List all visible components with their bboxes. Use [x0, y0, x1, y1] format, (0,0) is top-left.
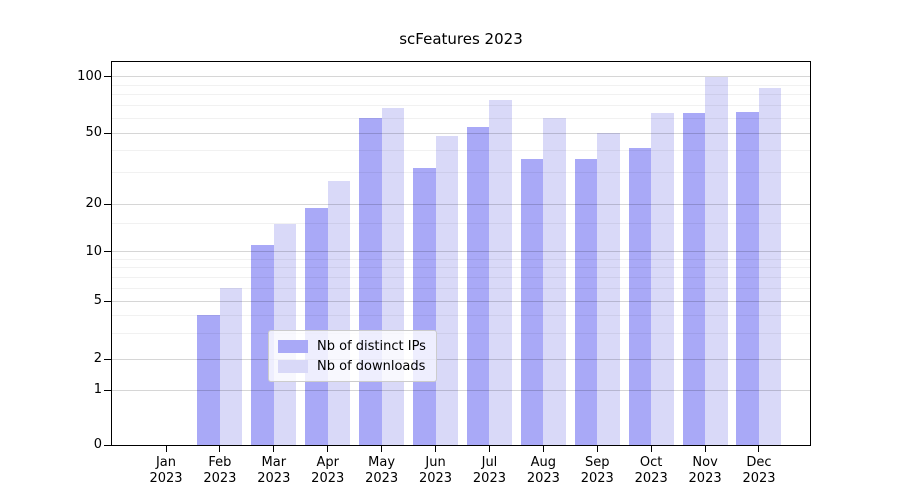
x-tick-label-dec: Dec 2023: [742, 455, 776, 486]
y-tick-mark-0: [104, 444, 111, 446]
x-tick-mark-apr: [327, 446, 329, 452]
x-tick-mark-feb: [219, 446, 221, 452]
x-tick-mark-may: [381, 446, 383, 452]
x-tick-label-aug: Aug 2023: [526, 455, 560, 486]
bar-distinct-ips-jul: [466, 126, 490, 445]
x-tick-mark-dec: [758, 446, 760, 452]
y-tick-mark-1: [104, 389, 111, 391]
x-tick-mark-oct: [650, 446, 652, 452]
y-tick-mark-100: [104, 76, 111, 77]
bar-distinct-ips-oct: [628, 148, 652, 445]
bar-downloads-dec: [758, 87, 782, 445]
y-tick-mark-20: [104, 203, 111, 205]
bar-downloads-may: [381, 107, 405, 445]
bar-downloads-aug: [543, 118, 566, 445]
x-tick-label-apr: Apr 2023: [311, 455, 345, 486]
bar-downloads-feb: [219, 288, 243, 445]
bar-downloads-apr: [327, 180, 351, 445]
y-tick-mark-10: [104, 251, 111, 252]
x-tick-label-sep: Sep 2023: [580, 455, 614, 486]
x-tick-label-feb: Feb 2023: [203, 455, 237, 486]
x-tick-mark-nov: [704, 446, 706, 452]
legend-swatch-downloads: [278, 359, 308, 373]
y-tick-label-10: 10: [85, 243, 102, 259]
legend-item-distinct-ips: Nb of distinct IPs: [278, 336, 426, 356]
y-tick-mark-2: [104, 358, 111, 360]
x-tick-mark-jan: [165, 446, 167, 452]
bar-downloads-nov: [705, 76, 728, 445]
bar-downloads-oct: [651, 112, 674, 445]
y-tick-label-100: 100: [77, 68, 102, 84]
y-tick-label-1: 1: [93, 382, 102, 397]
legend-label-downloads: Nb of downloads: [317, 358, 426, 374]
x-tick-mark-mar: [273, 446, 275, 452]
bar-downloads-jun: [435, 136, 459, 445]
y-tick-label-2: 2: [93, 351, 102, 366]
x-tick-mark-aug: [542, 446, 544, 452]
x-tick-label-may: May 2023: [365, 455, 399, 486]
x-tick-label-jan: Jan 2023: [149, 455, 183, 486]
y-tick-label-5: 5: [93, 293, 102, 308]
y-tick-mark-50: [104, 132, 111, 134]
legend: Nb of distinct IPs Nb of downloads: [268, 330, 437, 382]
bar-distinct-ips-apr: [305, 207, 328, 445]
x-tick-mark-jun: [435, 446, 437, 452]
y-tick-label-20: 20: [85, 196, 102, 211]
bar-distinct-ips-sep: [574, 158, 598, 445]
y-tick-label-0: 0: [93, 437, 102, 452]
bar-distinct-ips-dec: [736, 111, 759, 445]
x-tick-mark-jul: [488, 446, 490, 452]
bar-distinct-ips-may: [359, 118, 382, 445]
legend-swatch-distinct-ips: [278, 339, 308, 353]
x-tick-label-jun: Jun 2023: [418, 455, 453, 486]
x-tick-label-nov: Nov 2023: [688, 455, 722, 486]
bar-downloads-jul: [489, 99, 512, 445]
bar-distinct-ips-nov: [682, 112, 706, 445]
bar-distinct-ips-jun: [413, 167, 436, 445]
x-tick-mark-sep: [596, 446, 598, 452]
legend-label-distinct-ips: Nb of distinct IPs: [317, 338, 426, 354]
bar-downloads-sep: [597, 133, 620, 445]
x-tick-label-oct: Oct 2023: [634, 455, 668, 486]
bar-distinct-ips-aug: [520, 158, 544, 445]
x-tick-label-mar: Mar 2023: [257, 455, 291, 486]
x-tick-label-jul: Jul 2023: [472, 455, 506, 486]
bar-distinct-ips-feb: [197, 315, 220, 445]
chart-title: scFeatures 2023: [399, 30, 523, 48]
legend-item-downloads: Nb of downloads: [278, 356, 426, 376]
plot-area: [111, 61, 811, 446]
y-tick-mark-5: [104, 300, 111, 302]
bar-distinct-ips-mar: [251, 245, 274, 445]
y-tick-label-50: 50: [85, 125, 102, 140]
